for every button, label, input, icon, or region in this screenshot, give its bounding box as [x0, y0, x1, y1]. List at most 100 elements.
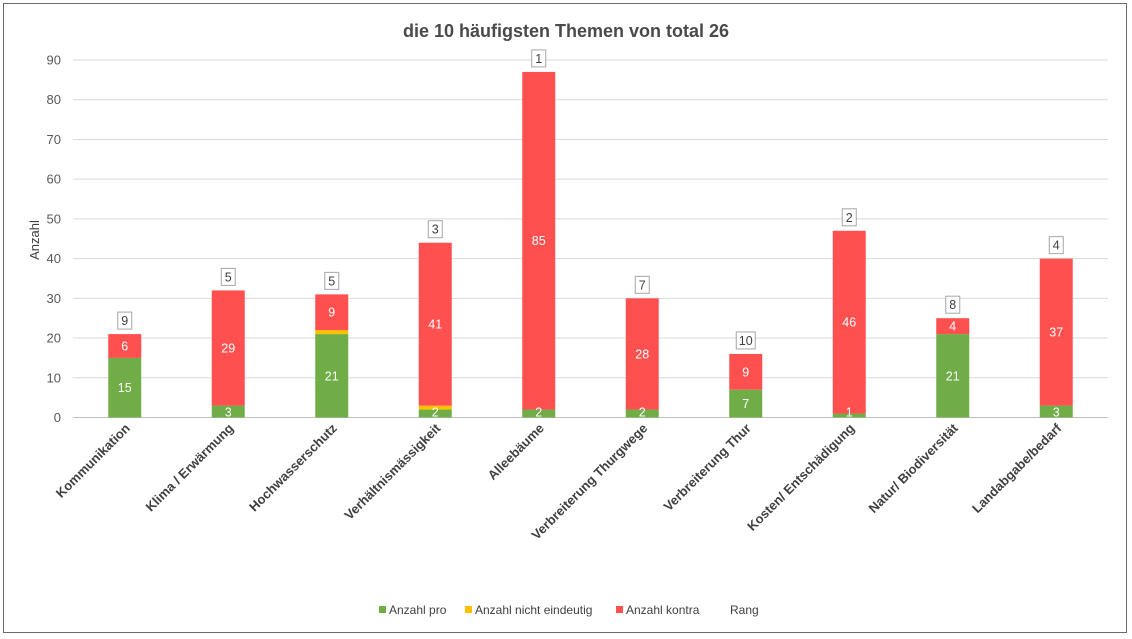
bar-anzahl-pro-verbreiterung-thur [729, 389, 763, 418]
x-category-label-klima-erwaermung: Klima / Erwärmung [143, 420, 237, 514]
x-category-label-verbreiterung-thur: Verbreiterung Thur [661, 421, 754, 514]
x-category-label-verhaeltnismaessigkeit: Verhältnismässigkeit [341, 420, 444, 523]
bar-anzahl-kontra-landabgabe-bedarf [1039, 258, 1073, 406]
bar-anzahl-kontra-hochwasserschutz [315, 294, 349, 331]
y-tick-label-10: 10 [47, 370, 61, 385]
rank-box-landabgabe-bedarf [1048, 236, 1064, 255]
data-label-anzahl-kontra-kommunikation: 6 [121, 340, 128, 354]
rank-box-alleebaeume [531, 49, 547, 68]
x-category-label-verbreiterung-thurgwege: Verbreiterung Thurgwege [528, 421, 650, 543]
bar-marks [108, 71, 1073, 418]
x-category-label-alleebaeume: Alleebäume [485, 421, 547, 483]
y-axis-ticks: 0 10 20 30 40 50 60 70 80 90 [47, 53, 61, 426]
y-tick-label-0: 0 [54, 410, 61, 425]
x-category-label-natur-biodiversitaet: Natur/ Biodiversität [865, 420, 961, 516]
rank-box-kosten-entschaedigung [841, 208, 857, 227]
legend-swatch-anzahl-kontra [616, 606, 623, 613]
rank-label-klima-erwaermung: 5 [225, 270, 232, 284]
y-tick-label-70: 70 [47, 132, 61, 147]
y-tick-label-90: 90 [47, 53, 61, 68]
data-label-anzahl-pro-klima-erwaermung: 3 [225, 406, 232, 420]
bar-anzahl-kontra-natur-biodiversitaet [936, 318, 970, 335]
rank-box-hochwasserschutz [324, 271, 340, 290]
data-label-anzahl-kontra-verbreiterung-thurgwege: 28 [635, 347, 649, 361]
rank-label-kommunikation: 9 [121, 314, 128, 328]
x-category-label-hochwasserschutz: Hochwasserschutz [246, 420, 340, 514]
rank-label-natur-biodiversitaet: 8 [949, 298, 956, 312]
y-tick-label-20: 20 [47, 331, 61, 346]
bar-anzahl-kontra-verbreiterung-thurgwege [625, 298, 659, 410]
legend-swatch-anzahl-nicht-eindeutig [465, 606, 472, 613]
gridlines [73, 59, 1108, 418]
bar-anzahl-pro-hochwasserschutz [315, 334, 349, 418]
bar-anzahl-kontra-kosten-entschaedigung [832, 230, 866, 414]
data-label-anzahl-kontra-landabgabe-bedarf: 37 [1049, 326, 1063, 340]
y-tick-label-40: 40 [47, 251, 61, 266]
data-label-anzahl-kontra-klima-erwaermung: 29 [221, 341, 235, 355]
rank-label-kosten-entschaedigung: 2 [846, 211, 853, 225]
chart-title: die 10 häufigsten Themen von total 26 [403, 21, 729, 41]
data-label-anzahl-pro-verhaeltnismaessigkeit: 2 [432, 406, 439, 420]
legend-swatch-anzahl-pro [379, 606, 386, 613]
bar-anzahl-pro-klima-erwaermung [211, 405, 245, 418]
x-category-label-kommunikation: Kommunikation [53, 420, 133, 500]
y-axis-label: Anzahl [27, 220, 42, 260]
rank-label-verhaeltnismaessigkeit: 3 [432, 223, 439, 237]
bar-anzahl-pro-alleebaeume [522, 409, 556, 418]
data-label-anzahl-pro-kommunikation: 15 [118, 381, 132, 395]
data-label-anzahl-kontra-verbreiterung-thur: 9 [742, 365, 749, 379]
legend-label-anzahl-nicht-eindeutig: Anzahl nicht eindeutig [475, 603, 592, 617]
y-tick-label-80: 80 [47, 92, 61, 107]
data-label-anzahl-pro-kosten-entschaedigung: 1 [846, 406, 853, 420]
chart-frame [3, 3, 1127, 633]
legend-label-anzahl-pro: Anzahl pro [389, 603, 447, 617]
rank-box-natur-biodiversitaet [945, 295, 961, 314]
bar-anzahl-kontra-kommunikation [108, 334, 142, 358]
y-tick-label-60: 60 [47, 172, 61, 187]
rank-box-verbreiterung-thur [735, 331, 756, 350]
rank-box-verbreiterung-thurgwege [634, 275, 650, 294]
y-tick-label-50: 50 [47, 211, 61, 226]
data-label-anzahl-pro-landabgabe-bedarf: 3 [1053, 406, 1060, 420]
rank-label-verbreiterung-thur: 10 [739, 334, 753, 348]
rank-label-hochwasserschutz: 5 [328, 274, 335, 288]
rank-labels: 9 5 5 3 1 7 10 2 8 4 [117, 49, 1064, 350]
bar-anzahl-pro-verbreiterung-thurgwege [625, 409, 659, 418]
data-label-anzahl-pro-verbreiterung-thurgwege: 2 [639, 406, 646, 420]
bar-anzahl-pro-kosten-entschaedigung [832, 413, 866, 418]
rank-label-alleebaeume: 1 [535, 52, 542, 66]
data-label-anzahl-kontra-hochwasserschutz: 9 [328, 306, 335, 320]
bar-anzahl-kontra-klima-erwaermung [211, 290, 245, 406]
rank-box-kommunikation [117, 311, 133, 330]
data-label-anzahl-pro-hochwasserschutz: 21 [325, 369, 339, 383]
bar-anzahl-kontra-verhaeltnismaessigkeit [418, 242, 452, 406]
data-label-anzahl-kontra-kosten-entschaedigung: 46 [842, 316, 856, 330]
data-label-anzahl-kontra-natur-biodiversitaet: 4 [949, 320, 956, 334]
rank-box-klima-erwaermung [220, 267, 236, 286]
rank-box-verhaeltnismaessigkeit [427, 220, 443, 239]
bar-anzahl-pro-landabgabe-bedarf [1039, 405, 1073, 418]
bar-anzahl-pro-verhaeltnismaessigkeit [418, 409, 452, 418]
bar-anzahl-nicht-eindeutig-hochwasserschutz [315, 330, 349, 335]
legend-label-rang: Rang [730, 603, 759, 617]
bar-anzahl-nicht-eindeutig-verhaeltnismaessigkeit [418, 405, 452, 410]
x-axis-categories: Kommunikation Klima / Erwärmung Hochwasser… [53, 420, 1065, 542]
x-category-label-landabgabe-bedarf: Landabgabe/bedarf [969, 420, 1065, 516]
x-category-label-kosten-entschaedigung: Kosten/ Entschädigung [744, 420, 857, 533]
bar-anzahl-pro-natur-biodiversitaet [936, 334, 970, 418]
data-label-anzahl-pro-alleebaeume: 2 [535, 406, 542, 420]
bar-anzahl-kontra-alleebaeume [522, 71, 556, 410]
data-label-anzahl-pro-natur-biodiversitaet: 21 [946, 369, 960, 383]
rank-label-landabgabe-bedarf: 4 [1053, 239, 1060, 253]
bar-anzahl-kontra-verbreiterung-thur [729, 353, 763, 390]
data-label-anzahl-kontra-verhaeltnismaessigkeit: 41 [428, 318, 442, 332]
data-label-anzahl-pro-verbreiterung-thur: 7 [742, 397, 749, 411]
legend-label-anzahl-kontra: Anzahl kontra [626, 603, 700, 617]
rank-label-verbreiterung-thurgwege: 7 [639, 278, 646, 292]
y-tick-label-30: 30 [47, 291, 61, 306]
data-label-anzahl-kontra-alleebaeume: 85 [532, 234, 546, 248]
bar-anzahl-pro-kommunikation [108, 357, 142, 418]
legend: Anzahl pro Anzahl nicht eindeutig Anzahl k… [379, 603, 759, 617]
